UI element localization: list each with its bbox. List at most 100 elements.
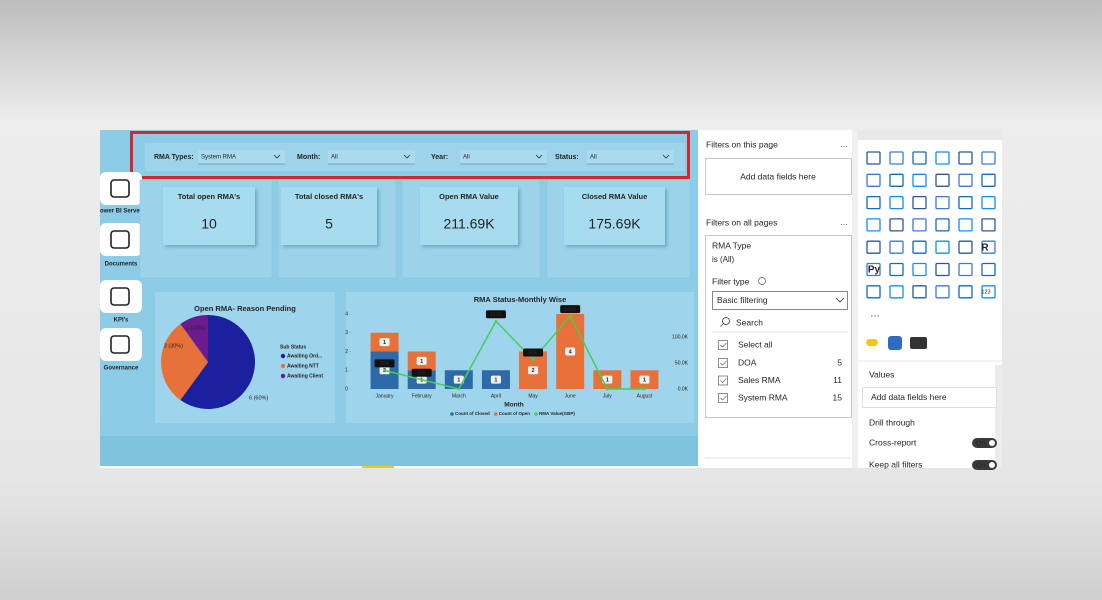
visual-icon[interactable] — [981, 240, 996, 254]
visual-icon[interactable] — [935, 218, 950, 232]
visual-icon[interactable] — [981, 173, 996, 187]
visual-icon[interactable] — [889, 151, 904, 165]
visual-icon[interactable] — [935, 151, 950, 165]
visual-icon[interactable] — [935, 195, 950, 210]
bar-label-box — [379, 338, 390, 347]
line-value-label: 141K — [564, 307, 576, 313]
checkbox[interactable] — [718, 358, 728, 368]
visual-icon[interactable] — [958, 240, 973, 254]
kpi-value: 5 — [325, 216, 333, 232]
slicer-label: RMA Types: — [154, 154, 194, 161]
slicer-dropdown[interactable] — [328, 150, 415, 164]
bar-value-label: 1 — [643, 378, 646, 384]
slicer-value: All — [590, 155, 597, 161]
filter-type-dropdown[interactable] — [712, 291, 848, 310]
visual-icon[interactable] — [889, 285, 904, 299]
visual-icon[interactable] — [958, 218, 973, 232]
slicer-dropdown[interactable] — [460, 150, 547, 164]
slicer-dropdown[interactable] — [587, 150, 674, 164]
visual-icon[interactable] — [935, 262, 950, 277]
visual-icon[interactable] — [958, 173, 973, 187]
visual-icon[interactable] — [866, 195, 881, 210]
visual-icon[interactable] — [912, 218, 927, 232]
kpi-value: 10 — [201, 216, 217, 232]
visual-icon[interactable] — [912, 262, 927, 277]
legend-dot — [280, 363, 286, 369]
drop-zone[interactable] — [705, 158, 852, 195]
visual-icon[interactable] — [889, 240, 904, 254]
visual-icon[interactable] — [866, 218, 881, 232]
visual-icon-label: Py — [868, 265, 881, 276]
visual-icon[interactable] — [958, 195, 973, 210]
checkbox-label: Select all — [738, 339, 773, 349]
line-point — [568, 314, 572, 318]
visual-icon[interactable] — [888, 336, 902, 350]
visual-icon[interactable] — [981, 151, 996, 165]
visual-icon[interactable] — [889, 262, 904, 277]
section-heading: Values — [869, 369, 894, 379]
visual-icon[interactable] — [935, 173, 950, 187]
visual-icon[interactable] — [866, 285, 881, 299]
visual-icon[interactable] — [958, 151, 973, 165]
checkbox-label: Sales RMA — [738, 375, 781, 385]
visual-icon[interactable] — [889, 218, 904, 232]
line-label-box — [411, 368, 432, 377]
viz-scrollbar[interactable] — [995, 365, 1002, 468]
visual-icon[interactable] — [912, 240, 927, 254]
chart-title: Open RMA- Reason Pending — [194, 304, 296, 313]
active-tab[interactable] — [362, 466, 394, 468]
visual-icon[interactable] — [958, 285, 973, 299]
nav-button[interactable] — [100, 172, 142, 205]
nav-button[interactable] — [100, 328, 142, 361]
kpi-card — [281, 187, 377, 245]
y-tick-label: 0 — [345, 386, 348, 392]
visual-icon[interactable] — [866, 262, 881, 277]
visual-icon[interactable] — [866, 173, 881, 187]
visual-icon[interactable] — [889, 195, 904, 210]
visual-icon[interactable] — [866, 240, 881, 254]
slicer-dropdown[interactable] — [198, 150, 285, 164]
chevron — [662, 154, 670, 159]
visual-icon[interactable] — [889, 173, 904, 187]
chevron — [535, 154, 543, 159]
visual-icon[interactable] — [981, 195, 996, 210]
visual-icon[interactable] — [981, 262, 996, 277]
pie-slice — [180, 315, 208, 362]
nav-label: ower BI Server — [100, 209, 143, 215]
line-point — [494, 319, 498, 323]
slicer-value: All — [331, 155, 338, 161]
visual-icon[interactable] — [935, 285, 950, 299]
x-tick-label: February — [412, 393, 433, 399]
visual-icon[interactable] — [912, 285, 927, 299]
checkbox[interactable] — [718, 375, 728, 386]
drop-zone[interactable] — [862, 387, 997, 408]
visual-icon-label: 123 — [981, 289, 990, 295]
visual-icon[interactable] — [910, 337, 927, 349]
bar-value-label: 2 — [532, 368, 535, 374]
visual-icon[interactable] — [981, 218, 996, 232]
visual-icon[interactable] — [935, 240, 950, 254]
line-series — [384, 314, 645, 390]
visual-icon[interactable] — [912, 151, 927, 165]
more-button: … — [840, 218, 848, 227]
checkbox[interactable] — [718, 340, 728, 350]
visualizations-pane — [858, 130, 1002, 468]
nav-button[interactable] — [100, 223, 142, 256]
nav-button[interactable] — [100, 280, 142, 313]
chevron — [273, 154, 281, 159]
bar-label-box — [528, 366, 539, 375]
x-tick-label: June — [565, 393, 576, 399]
toggle-icon[interactable] — [866, 339, 878, 346]
check-mark — [720, 395, 727, 401]
x-tick-label: April — [491, 393, 501, 399]
checkbox[interactable] — [718, 393, 728, 403]
scrollbar[interactable] — [852, 130, 858, 468]
visual-icon[interactable] — [958, 262, 973, 277]
visual-icon[interactable] — [866, 151, 881, 165]
visual-icon[interactable] — [981, 285, 996, 299]
bar-value-label: 1 — [494, 378, 497, 384]
visual-icon[interactable] — [912, 195, 927, 210]
kpi-title: Total closed RMA's — [295, 192, 363, 201]
line-value-label: 131K — [490, 312, 502, 318]
visual-icon[interactable] — [912, 173, 927, 187]
